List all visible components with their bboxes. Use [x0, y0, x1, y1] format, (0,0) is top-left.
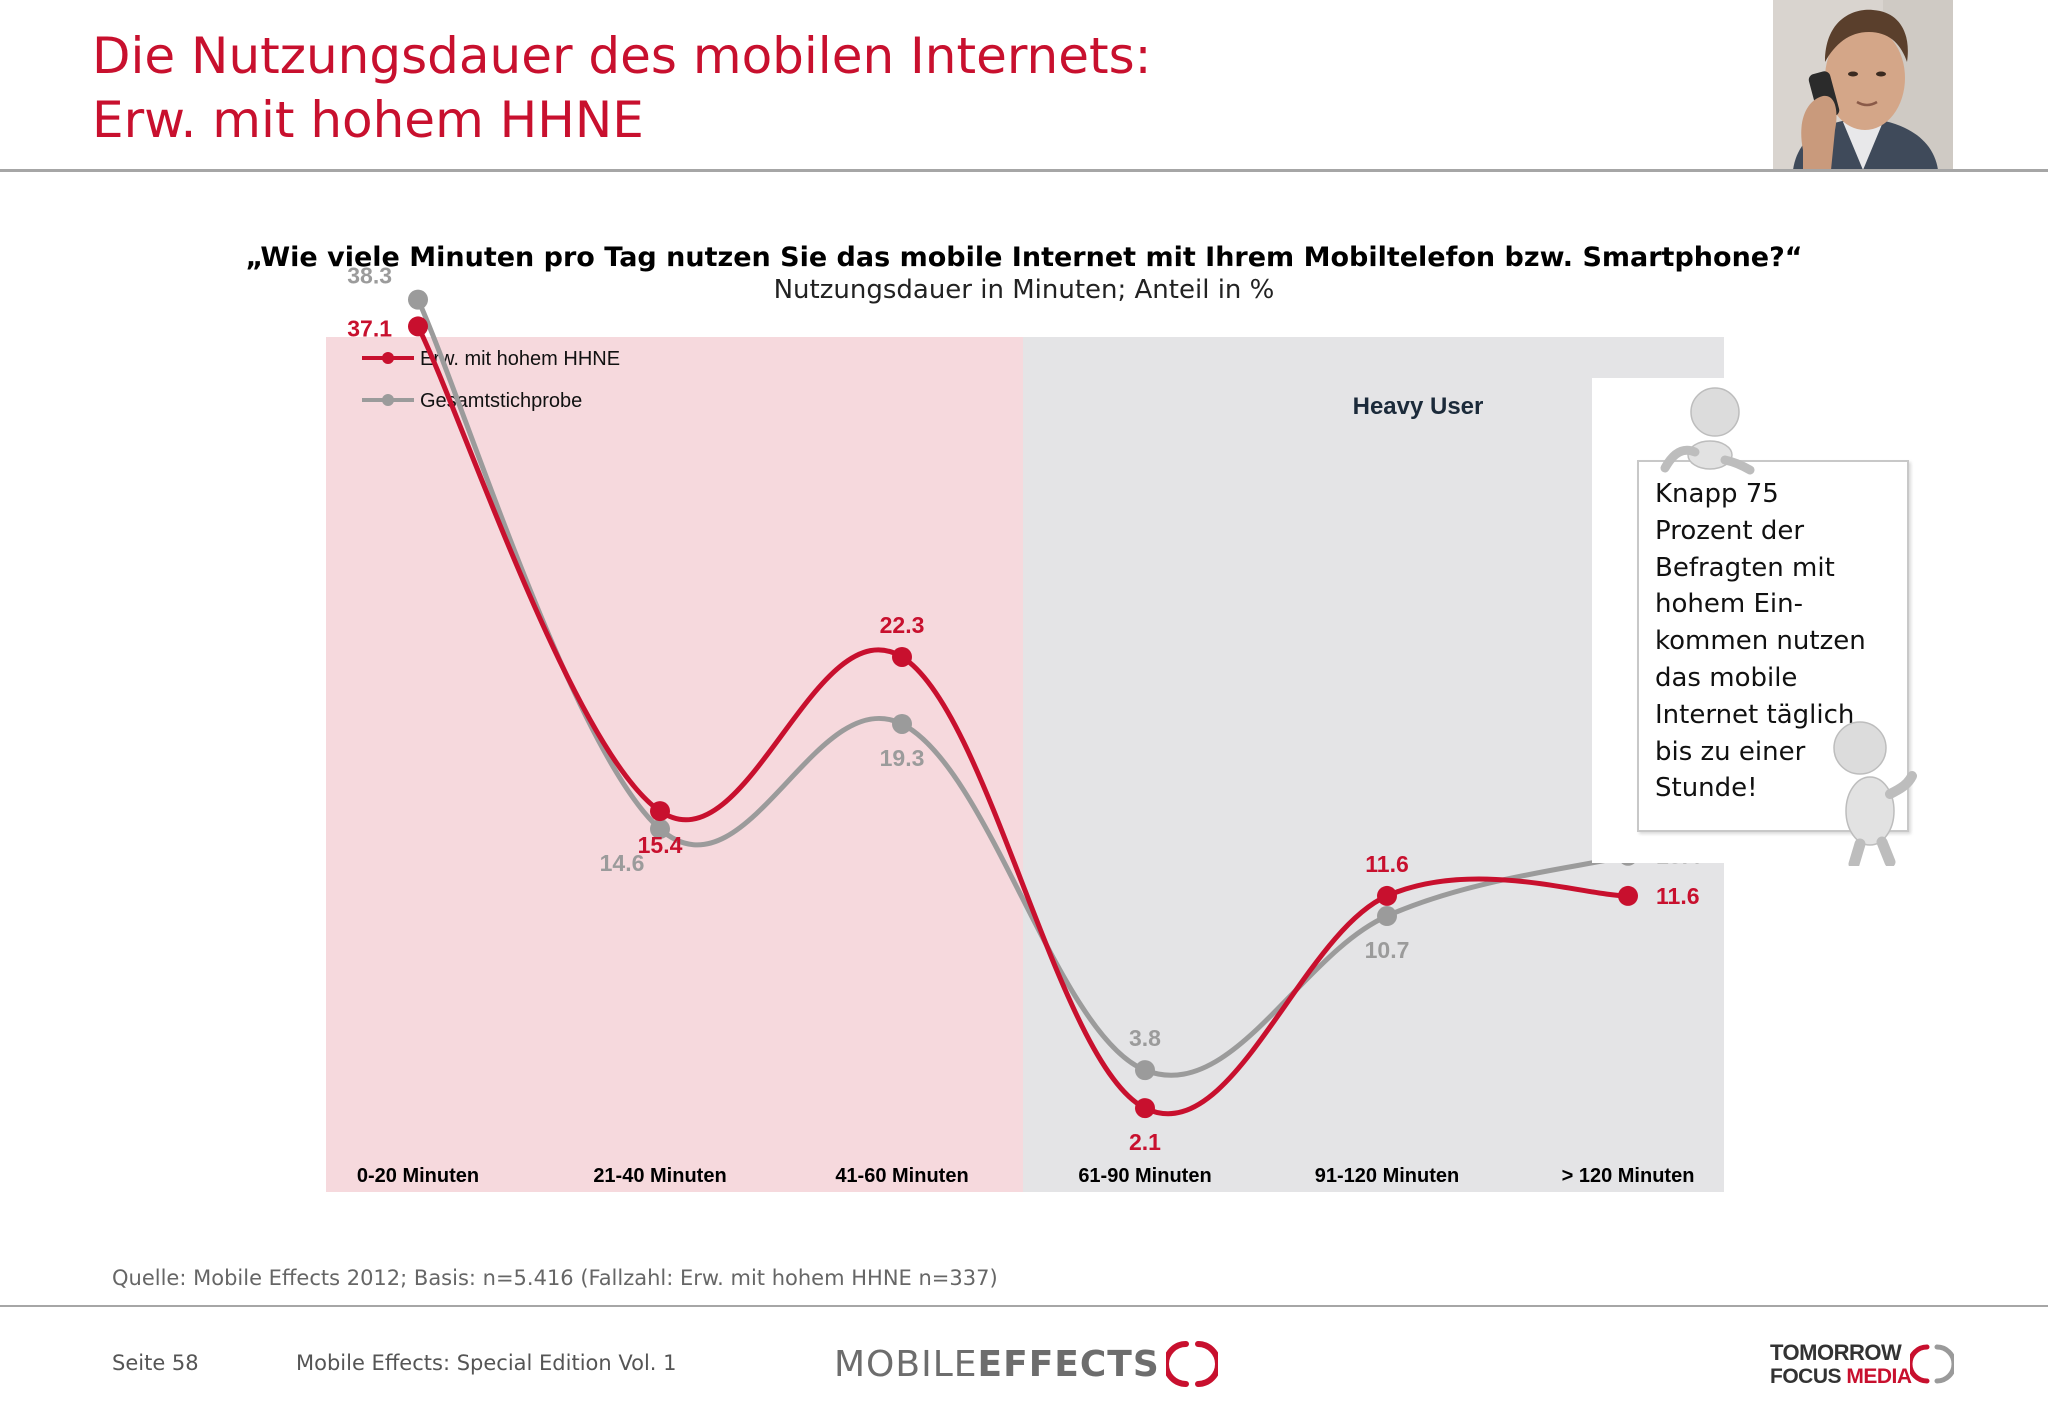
callout-text: Knapp 75 Prozent der Befragten mit hohem…	[1655, 479, 1866, 804]
figure-top-icon	[1660, 387, 1755, 475]
footer-divider	[0, 1305, 2048, 1307]
category-label-5: > 120 Minuten	[1562, 1165, 1695, 1187]
logo-word-focus: FOCUS	[1770, 1365, 1842, 1388]
category-axis-labels: 0-20 Minuten 21-40 Minuten 41-60 Minuten 61…	[357, 1165, 1695, 1187]
legend-label-erw-hhne: Erw. mit hohem HHNE	[420, 348, 620, 370]
data-label-erw-mit-hohem-hhne-2: 22.3	[880, 612, 925, 638]
data-label-gesamtstichprobe-0: 38.3	[347, 263, 392, 289]
data-point-erw-mit-hohem-hhne-3	[1135, 1098, 1155, 1119]
category-label-3: 61-90 Minuten	[1078, 1165, 1211, 1187]
legend-marker-gesamtstichprobe	[382, 394, 394, 406]
page-number: Seite 58	[112, 1351, 199, 1375]
tomorrow-focus-media-logo: TOMORROW FOCUS MEDIA	[1770, 1340, 1960, 1392]
data-point-erw-mit-hohem-hhne-2	[892, 646, 912, 667]
data-point-gesamtstichprobe-3	[1135, 1060, 1155, 1081]
edition-label: Mobile Effects: Special Edition Vol. 1	[296, 1351, 677, 1375]
data-label-gesamtstichprobe-2: 19.3	[880, 745, 925, 771]
data-label-erw-mit-hohem-hhne-4: 11.6	[1365, 851, 1409, 877]
data-point-erw-mit-hohem-hhne-1	[650, 801, 670, 822]
legend-marker-erw-hhne	[382, 352, 394, 364]
logo-bracket-icon-small	[1910, 1344, 1954, 1384]
data-label-gesamtstichprobe-4: 10.7	[1365, 937, 1410, 963]
category-label-2: 41-60 Minuten	[835, 1165, 968, 1187]
logo-bracket-icon	[1165, 1341, 1218, 1387]
data-point-gesamtstichprobe-2	[892, 713, 912, 734]
page-title-line-2: Erw. mit hohem HHNE	[92, 91, 644, 149]
chart-subtitle: Nutzungsdauer in Minuten; Anteil in %	[773, 275, 1275, 305]
light-user-region	[326, 337, 1023, 1192]
logo-word-mobile: MOBILE	[834, 1343, 978, 1385]
figure-side-icon	[1833, 721, 1917, 866]
data-label-erw-mit-hohem-hhne-5: 11.6	[1656, 883, 1700, 909]
businessman-photo	[1773, 0, 1953, 170]
source-note: Quelle: Mobile Effects 2012; Basis: n=5.…	[112, 1266, 998, 1290]
data-label-erw-mit-hohem-hhne-3: 2.1	[1129, 1129, 1161, 1155]
mobile-effects-logo: MOBILE EFFECTS	[834, 1334, 1218, 1394]
heavy-user-label: Heavy User	[1353, 393, 1484, 420]
page-title-line-1: Die Nutzungsdauer des mobilen Internets:	[92, 27, 1152, 85]
category-label-4: 91-120 Minuten	[1315, 1165, 1459, 1187]
data-label-gesamtstichprobe-3: 3.8	[1129, 1025, 1161, 1051]
data-label-gesamtstichprobe-1: 14.6	[600, 850, 645, 876]
category-label-1: 21-40 Minuten	[593, 1165, 726, 1187]
data-label-erw-mit-hohem-hhne-1: 15.4	[638, 832, 683, 858]
logo-word-tomorrow: TOMORROW	[1770, 1340, 1902, 1365]
logo-word-effects: EFFECTS	[977, 1343, 1160, 1385]
data-point-erw-mit-hohem-hhne-0	[408, 316, 428, 337]
header-divider	[0, 169, 2048, 172]
page-title: Die Nutzungsdauer des mobilen Internets:…	[92, 24, 1151, 152]
data-label-erw-mit-hohem-hhne-0: 37.1	[347, 315, 392, 341]
data-point-erw-mit-hohem-hhne-4	[1377, 885, 1397, 906]
chart-question: „Wie viele Minuten pro Tag nutzen Sie da…	[245, 242, 1803, 273]
logo-word-media: MEDIA	[1846, 1365, 1912, 1388]
data-point-gesamtstichprobe-4	[1377, 906, 1397, 927]
data-point-erw-mit-hohem-hhne-5	[1618, 885, 1638, 906]
logo-words-focus-media: FOCUS MEDIA	[1770, 1365, 1912, 1389]
category-label-0: 0-20 Minuten	[357, 1165, 479, 1187]
data-point-gesamtstichprobe-0	[408, 289, 428, 310]
data-point-gesamtstichprobe-1	[650, 818, 670, 839]
